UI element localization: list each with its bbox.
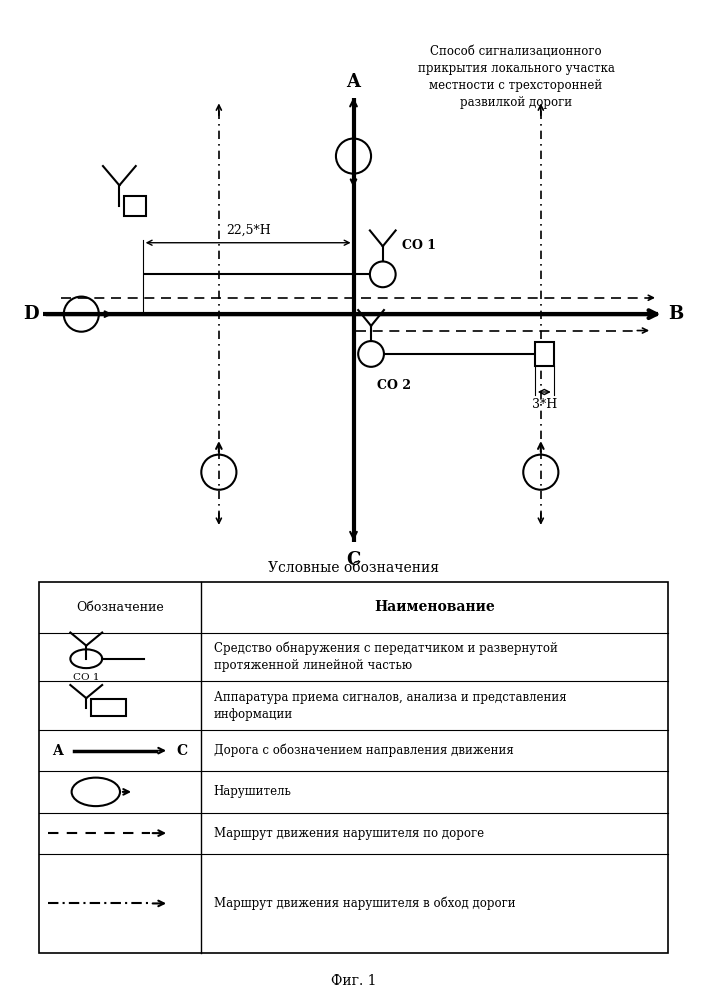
Text: Аппаратура приема сигналов, анализа и представления
информации: Аппаратура приема сигналов, анализа и пр…	[214, 691, 566, 721]
Text: A: A	[52, 744, 63, 758]
Text: С: С	[176, 744, 187, 758]
Text: СО 2: СО 2	[377, 379, 411, 392]
Text: B: B	[668, 305, 684, 323]
Bar	[535, 342, 554, 366]
Text: Условные обозначения: Условные обозначения	[268, 561, 439, 575]
Text: Обозначение: Обозначение	[76, 601, 163, 614]
Text: Дорога с обозначением направления движения: Дорога с обозначением направления движен…	[214, 744, 513, 757]
Text: СО 1: СО 1	[73, 673, 100, 682]
Text: 22,5*H: 22,5*H	[226, 224, 271, 237]
Text: Нарушитель: Нарушитель	[214, 785, 291, 798]
Bar	[124, 196, 146, 216]
Text: Маршрут движения нарушителя в обход дороги: Маршрут движения нарушителя в обход доро…	[214, 897, 515, 910]
Text: C: C	[346, 551, 361, 569]
Text: Способ сигнализационного
прикрытия локального участка
местности с трехсторонней
: Способ сигнализационного прикрытия локал…	[418, 45, 614, 109]
Text: 3*H: 3*H	[532, 398, 557, 411]
Text: Маршрут движения нарушителя по дороге: Маршрут движения нарушителя по дороге	[214, 827, 484, 840]
Text: D: D	[23, 305, 39, 323]
Text: СО 1: СО 1	[402, 239, 436, 252]
Bar	[91, 699, 127, 716]
Text: Фиг. 1: Фиг. 1	[331, 974, 376, 988]
Text: Средство обнаружения с передатчиком и развернутой
протяженной линейной частью: Средство обнаружения с передатчиком и ра…	[214, 642, 557, 672]
Text: A: A	[346, 73, 361, 91]
Text: Наименование: Наименование	[374, 600, 495, 614]
